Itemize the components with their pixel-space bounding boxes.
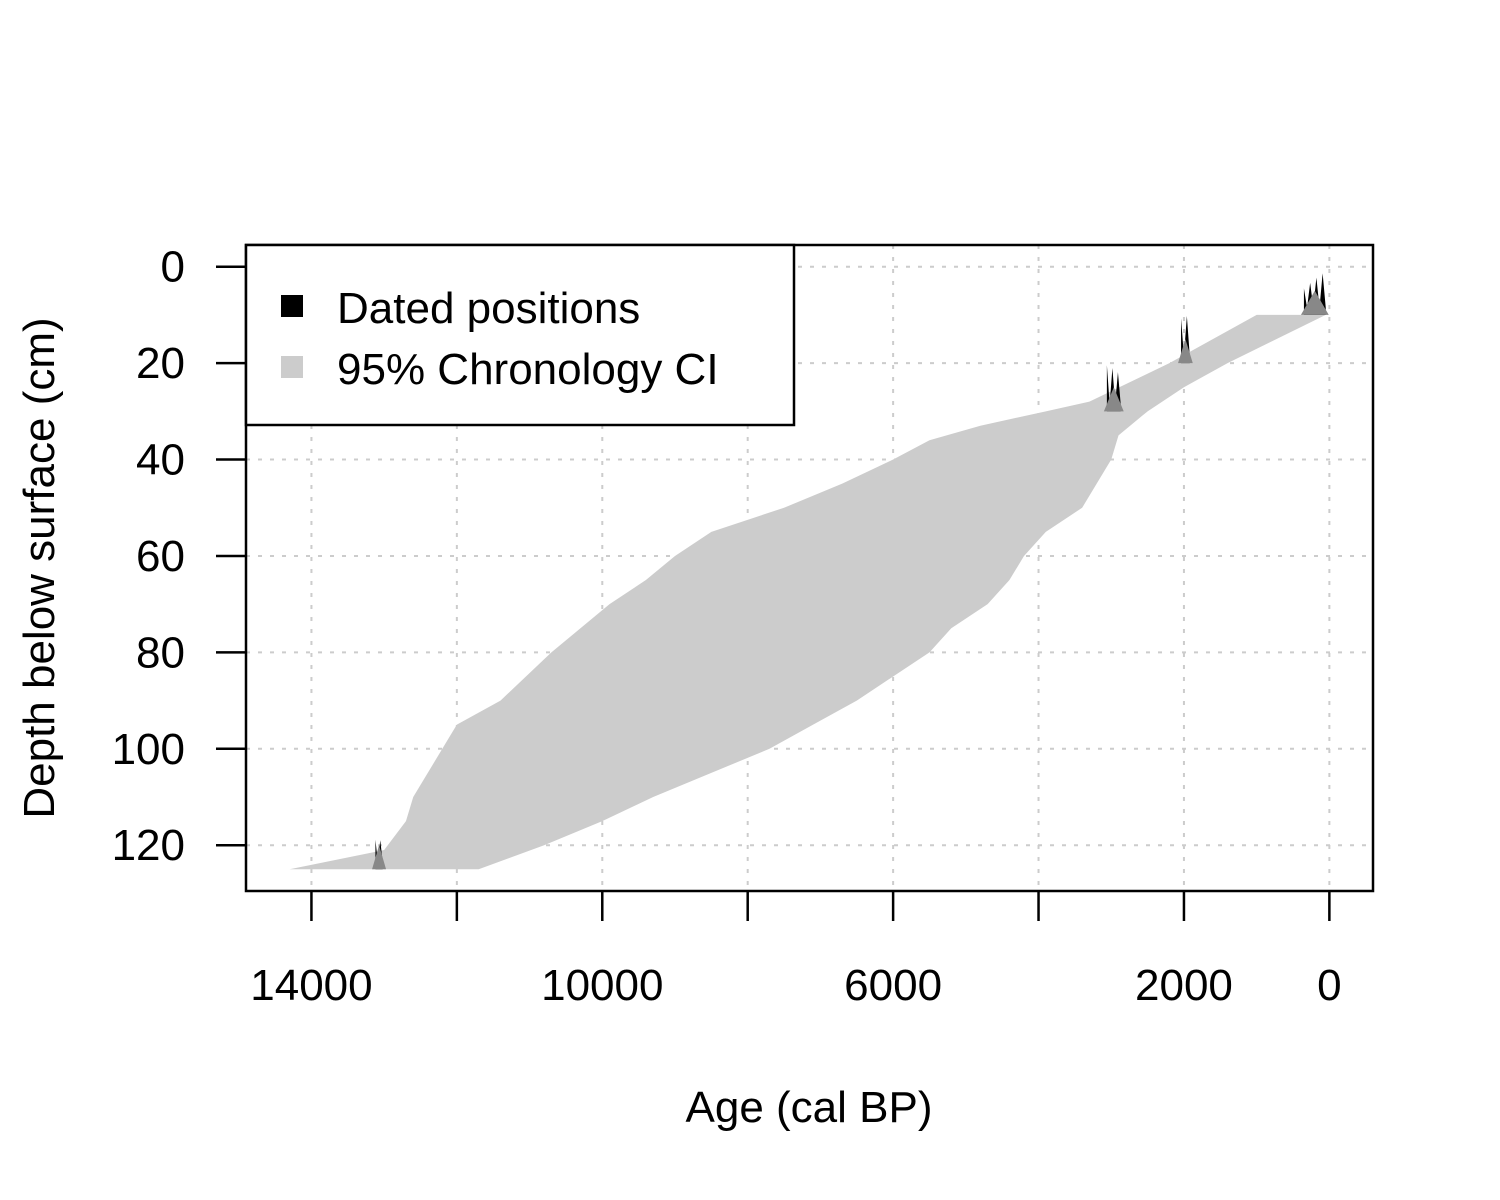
y-tick-label: 0 xyxy=(161,243,185,292)
dated-position-overlap xyxy=(1300,290,1329,315)
x-tick-label: 2000 xyxy=(1135,961,1233,1010)
x-tick-label: 14000 xyxy=(250,961,372,1010)
dated-positions xyxy=(372,273,1329,870)
legend-swatch-dated-positions xyxy=(281,295,303,317)
x-tick-label: 10000 xyxy=(541,961,663,1010)
x-axis: 14000 10000 6000 2000 0 xyxy=(250,891,1342,1010)
dated-position-1 xyxy=(1300,273,1329,315)
y-tick-label: 60 xyxy=(136,532,185,581)
y-tick-label: 100 xyxy=(112,725,185,774)
x-tick-label: 0 xyxy=(1317,961,1341,1010)
plot-frame xyxy=(244,243,1375,893)
dated-position-overlap xyxy=(372,845,387,870)
y-axis-title: Depth below surface (cm) xyxy=(15,317,64,818)
legend-label-chronology-ci: 95% Chronology CI xyxy=(337,345,719,394)
dated-position-3 xyxy=(1103,365,1124,412)
legend-swatch-chronology-ci xyxy=(281,356,303,378)
y-axis: 0 20 40 60 80 100 120 xyxy=(112,243,246,870)
dated-position-2 xyxy=(1178,315,1193,364)
dated-position-overlap xyxy=(1178,339,1193,364)
dated-position-4 xyxy=(372,839,387,870)
legend-box xyxy=(244,243,796,427)
y-tick-label: 40 xyxy=(136,436,185,485)
y-tick-label: 120 xyxy=(112,821,185,870)
x-axis-title: Age (cal BP) xyxy=(686,1083,933,1132)
legend-label-dated-positions: Dated positions xyxy=(337,284,640,333)
legend: Dated positions 95% Chronology CI xyxy=(244,243,796,427)
chronology-ci-area xyxy=(289,314,1326,870)
y-tick-label: 80 xyxy=(136,628,185,677)
dated-position-overlap xyxy=(1103,387,1124,412)
x-tick-label: 6000 xyxy=(844,961,942,1010)
chronology-ci-band xyxy=(289,314,1326,870)
y-tick-label: 20 xyxy=(136,339,185,388)
